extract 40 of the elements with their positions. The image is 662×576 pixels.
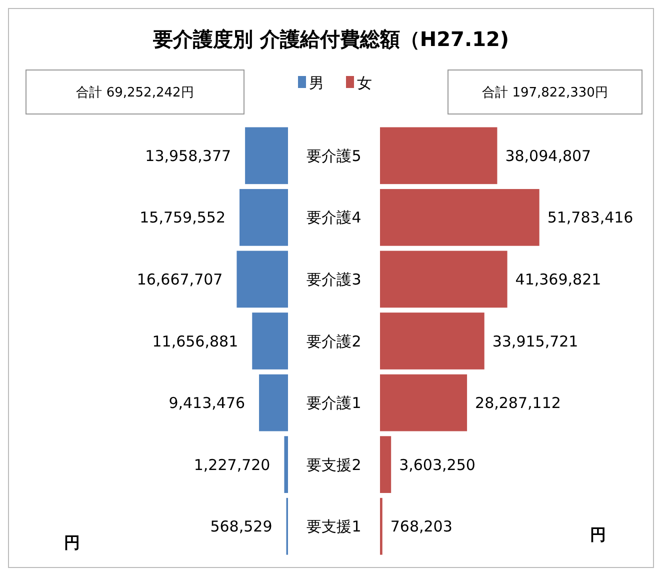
data-label: 28,287,112	[475, 394, 561, 412]
bar	[236, 250, 288, 308]
bar	[252, 312, 288, 370]
bar	[284, 436, 288, 493]
y-tick-label: 要支援2	[306, 456, 362, 474]
y-tick-label: 要介護5	[306, 146, 362, 165]
data-label: 15,759,552	[140, 208, 226, 227]
text: 要介護度別 介護給付費総額（H27.12)	[152, 27, 510, 51]
text: 合計 69,252,242円	[76, 86, 194, 101]
bar	[380, 189, 540, 246]
bar	[380, 312, 484, 370]
bar	[240, 189, 288, 246]
data-label: 38,094,807	[505, 146, 592, 165]
data-label: 3,603,250	[399, 456, 476, 474]
data-label: 568,529	[210, 518, 272, 536]
bar	[259, 374, 288, 432]
y-tick-label: 要介護2	[306, 332, 362, 350]
legend-label: 男	[309, 74, 324, 92]
bar	[245, 127, 288, 184]
bar	[380, 436, 392, 493]
data-label: 16,667,707	[136, 270, 223, 288]
data-label: 768,203	[390, 518, 452, 536]
legend-label: 女	[357, 74, 372, 92]
data-label: 11,656,881	[152, 332, 238, 350]
data-label: 13,958,377	[145, 146, 232, 165]
data-label: 41,369,821	[515, 270, 602, 288]
text: 円	[64, 533, 80, 552]
y-tick-label: 要支援1	[306, 518, 362, 536]
bar	[380, 250, 508, 308]
data-label: 1,227,720	[194, 456, 270, 474]
text: 合計 197,822,330円	[482, 86, 608, 101]
bar	[380, 374, 468, 432]
data-label: 51,783,416	[547, 208, 634, 227]
data-label: 9,413,476	[168, 394, 246, 412]
y-tick-label: 要介護3	[306, 270, 362, 288]
bar	[380, 127, 498, 184]
y-tick-label: 要介護1	[306, 394, 362, 412]
y-tick-label: 要介護4	[306, 208, 362, 227]
text: 円	[590, 525, 606, 544]
data-label: 33,915,721	[492, 332, 578, 350]
